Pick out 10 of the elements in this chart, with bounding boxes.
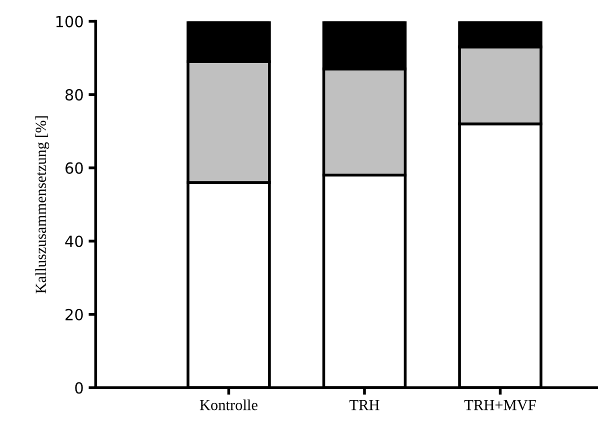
y-axis-title: Kalluszusammensetzung [%]: [35, 116, 50, 294]
y-tick-label: 100: [56, 16, 83, 28]
x-tick-label: TRH: [349, 400, 380, 410]
y-tick-label: 0: [75, 382, 83, 394]
y-tick-label: 40: [65, 236, 83, 248]
x-tick-label: Kontrolle: [200, 399, 258, 410]
y-tick-label: 80: [65, 89, 83, 101]
y-tick-label: 60: [66, 162, 83, 174]
y-tick-label: 20: [66, 308, 83, 320]
x-tick-label: TRH+MVF: [464, 400, 536, 410]
